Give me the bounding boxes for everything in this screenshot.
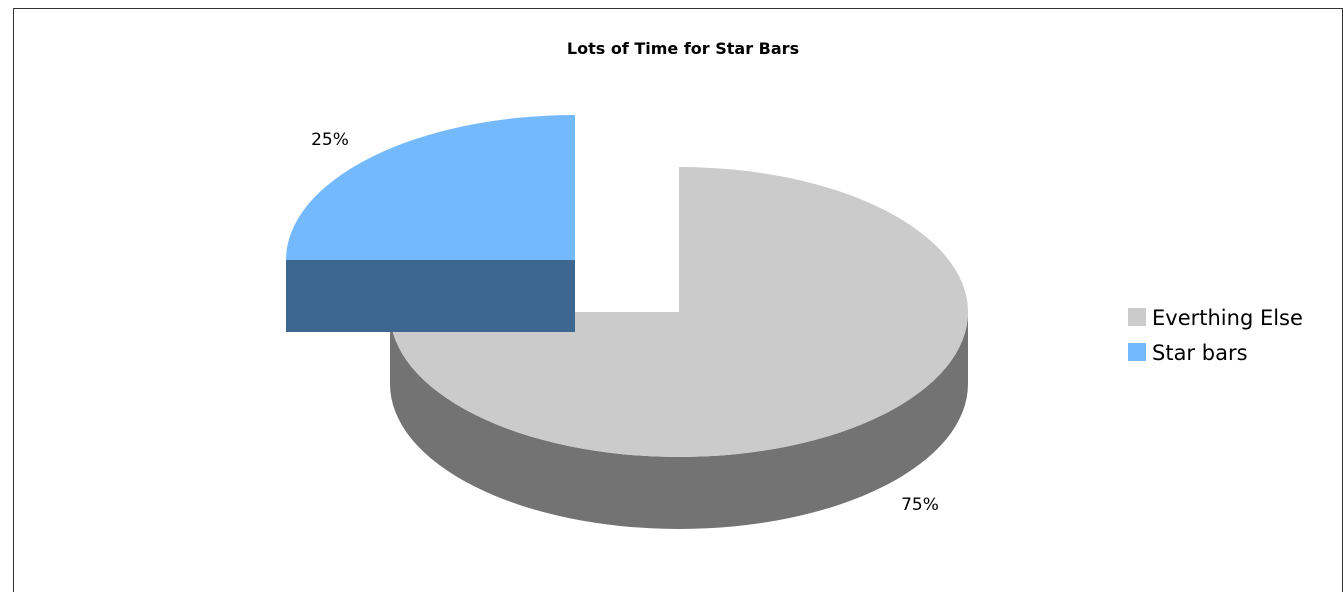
data-label-star-bars: 25% <box>311 130 349 150</box>
data-label-everthing-else: 75% <box>901 495 939 515</box>
slice-star-bars-front-face <box>286 260 575 332</box>
slice-everthing-else-side <box>390 312 968 529</box>
legend-swatch-star-bars <box>1128 343 1146 361</box>
slice-star-bars-top <box>286 115 575 260</box>
legend-swatch-everthing-else <box>1128 308 1146 326</box>
legend: Everthing Else Star bars <box>1128 306 1303 365</box>
legend-label-everthing-else: Everthing Else <box>1152 306 1303 330</box>
chart-title: Lots of Time for Star Bars <box>567 39 799 58</box>
slice-everthing-else-top <box>390 167 968 457</box>
legend-label-star-bars: Star bars <box>1152 341 1248 365</box>
slice-star-bars <box>286 115 575 332</box>
slice-everthing-else <box>390 167 968 529</box>
